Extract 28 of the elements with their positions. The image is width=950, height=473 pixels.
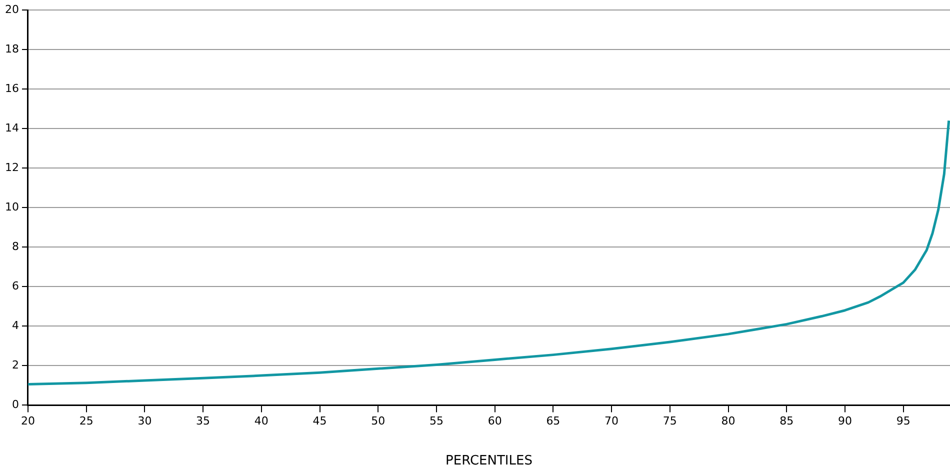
x-tick-label: 40 [254, 414, 268, 428]
y-tick-label: 2 [12, 358, 19, 372]
y-tick-label: 0 [12, 398, 19, 412]
y-tick-label: 18 [4, 42, 19, 56]
x-tick-label: 50 [371, 414, 386, 428]
y-tick-label: 8 [12, 240, 19, 253]
x-tick-label: 65 [546, 414, 560, 428]
x-tick-label: 20 [20, 414, 35, 428]
x-tick-label: 85 [780, 414, 794, 428]
x-tick-label: 55 [429, 414, 444, 428]
y-tick-label: 16 [4, 82, 19, 95]
x-tick-label: 30 [138, 414, 152, 428]
y-tick-label: 10 [4, 200, 19, 214]
x-tick-label: 45 [312, 414, 327, 428]
x-tick-label: 95 [896, 414, 910, 428]
y-tick-label: 6 [12, 280, 19, 292]
y-tick-label: 14 [4, 121, 19, 134]
x-tick-label: 75 [662, 414, 677, 428]
x-tick-label: 25 [79, 414, 94, 428]
y-tick-label: 12 [4, 160, 19, 174]
x-tick-label: 90 [838, 414, 852, 428]
x-tick-label: 60 [488, 414, 502, 428]
x-axis-title: PERCENTILES [446, 454, 532, 469]
y-tick-label: 20 [4, 2, 19, 16]
x-tick-label: 35 [196, 414, 210, 428]
x-tick-label: 80 [721, 414, 736, 428]
y-tick-label: 4 [12, 319, 19, 332]
x-tick-label: 70 [604, 414, 619, 428]
